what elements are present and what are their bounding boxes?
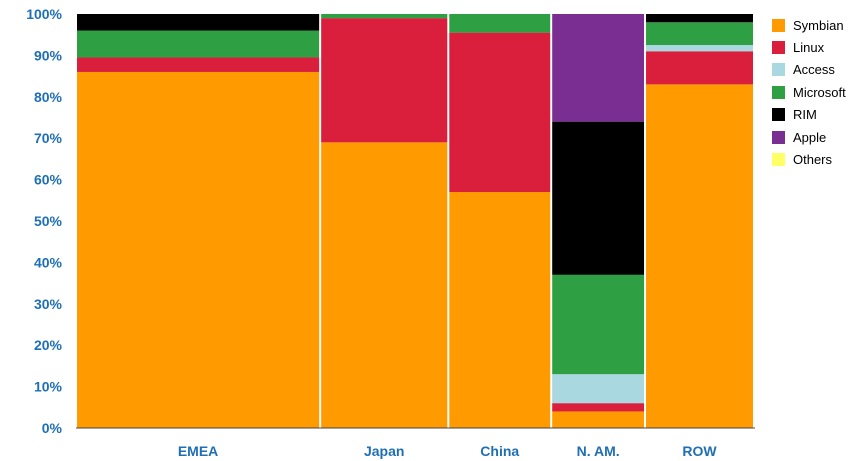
legend-swatch: [772, 41, 785, 55]
bar-segment-china-linux: [449, 32, 551, 193]
bar-segment-china-microsoft: [449, 14, 551, 33]
y-tick-label: 50%: [34, 213, 63, 229]
x-tick-label: EMEA: [178, 443, 218, 459]
x-tick-label: ROW: [682, 443, 717, 459]
legend-swatch: [772, 130, 785, 144]
legend-swatch: [772, 18, 785, 32]
bar-segment-japan-symbian: [321, 142, 448, 428]
bar-segment-row-microsoft: [646, 22, 753, 46]
legend: Symbian Linux Access Microsoft RIM Apple Other…: [772, 14, 846, 171]
bar-segment-row-linux: [646, 51, 753, 85]
bar-segment-japan-microsoft: [321, 14, 448, 19]
y-tick-label: 60%: [34, 172, 63, 188]
x-tick-label: N. AM.: [577, 443, 620, 459]
legend-swatch: [772, 108, 785, 122]
y-tick-label: 10%: [34, 379, 63, 395]
legend-label: RIM: [793, 107, 817, 123]
x-tick-label: Japan: [364, 443, 404, 459]
legend-swatch: [772, 85, 785, 99]
legend-label: Microsoft: [793, 84, 846, 100]
bar-segment-japan-linux: [321, 18, 448, 143]
y-tick-label: 80%: [34, 89, 63, 105]
bar-segment-emea-rim: [77, 14, 320, 31]
bar-segment-n-am-rim: [552, 121, 645, 275]
y-tick-label: 0%: [42, 420, 63, 436]
bar-segment-n-am-access: [552, 374, 645, 404]
legend-label: Symbian: [793, 17, 844, 33]
legend-item-symbian: Symbian: [772, 14, 846, 36]
bar-segment-china-symbian: [449, 192, 551, 428]
x-axis-ticks: EMEA Japan China N. AM. ROW: [178, 443, 718, 459]
bar-segment-row-access: [646, 45, 753, 52]
bar-segment-emea-microsoft: [77, 30, 320, 58]
bar-segment-row-symbian: [646, 84, 753, 428]
legend-item-microsoft: Microsoft: [772, 81, 846, 103]
y-axis-ticks: 0% 10% 20% 30% 40% 50% 60% 70% 80% 90% 100%: [26, 6, 62, 436]
legend-swatch: [772, 63, 785, 77]
bars-group: [77, 14, 753, 429]
y-tick-label: 90%: [34, 47, 63, 63]
legend-label: Linux: [793, 40, 825, 56]
y-tick-label: 40%: [34, 254, 63, 270]
legend-item-apple: Apple: [772, 126, 846, 148]
y-tick-label: 70%: [34, 130, 63, 146]
y-tick-label: 20%: [34, 337, 63, 353]
legend-label: Access: [793, 62, 835, 78]
x-tick-label: China: [480, 443, 519, 459]
legend-item-others: Others: [772, 148, 846, 170]
legend-item-rim: RIM: [772, 104, 846, 126]
legend-item-access: Access: [772, 59, 846, 81]
bar-segment-row-rim: [646, 14, 753, 23]
legend-item-linux: Linux: [772, 36, 846, 58]
bar-segment-n-am-symbian: [552, 411, 645, 428]
legend-label: Others: [793, 152, 833, 168]
bar-segment-emea-symbian: [77, 71, 320, 429]
bar-segment-n-am-apple: [552, 14, 645, 122]
y-tick-label: 100%: [26, 6, 62, 22]
legend-label: Apple: [793, 129, 827, 145]
legend-swatch: [772, 153, 785, 167]
y-tick-label: 30%: [34, 296, 63, 312]
bar-segment-n-am-linux: [552, 403, 645, 412]
bar-segment-emea-linux: [77, 57, 320, 72]
bar-segment-n-am-microsoft: [552, 274, 645, 375]
